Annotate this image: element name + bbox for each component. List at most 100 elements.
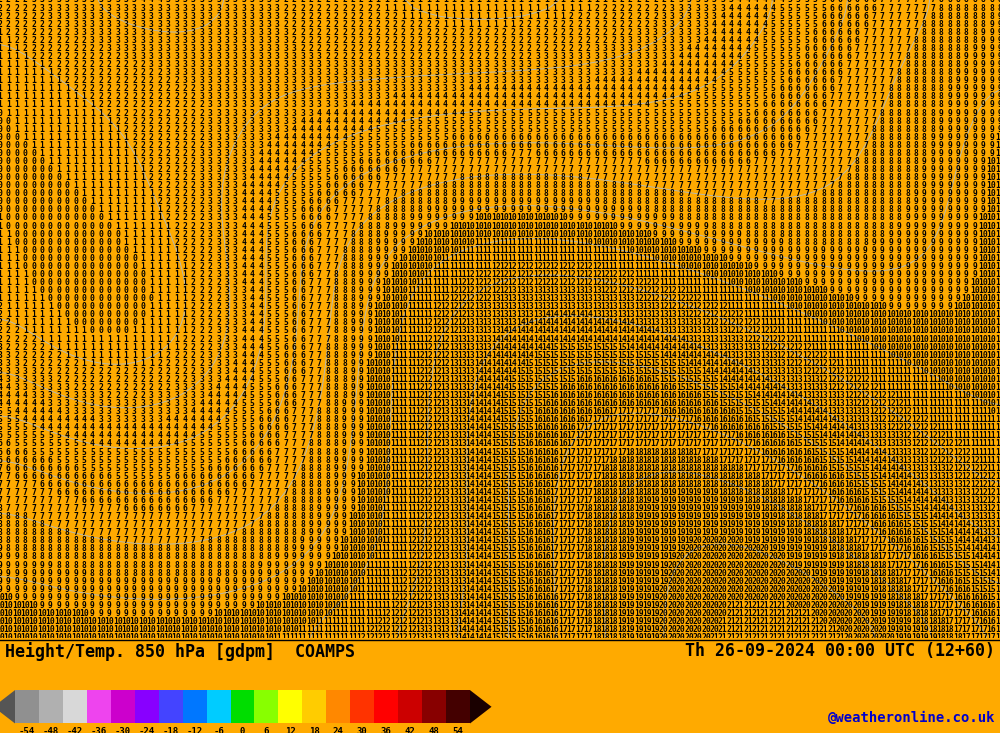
Text: 7: 7 <box>729 165 734 174</box>
Text: 10: 10 <box>382 391 391 400</box>
Text: 7: 7 <box>166 537 171 545</box>
Text: 10: 10 <box>398 286 408 295</box>
Text: 5: 5 <box>266 358 271 368</box>
Text: 18: 18 <box>600 625 610 634</box>
Text: 6: 6 <box>283 375 288 384</box>
Text: 19: 19 <box>844 585 854 594</box>
Text: 9: 9 <box>998 92 1000 101</box>
Text: 11: 11 <box>970 408 980 416</box>
Text: 5: 5 <box>82 464 86 473</box>
Text: 10: 10 <box>331 569 341 578</box>
Text: 14: 14 <box>995 577 1000 586</box>
Text: 15: 15 <box>625 358 635 368</box>
Text: 5: 5 <box>90 464 95 473</box>
Text: 15: 15 <box>508 633 517 642</box>
Text: 8: 8 <box>451 189 456 198</box>
Text: 6: 6 <box>334 189 339 198</box>
Text: 13: 13 <box>877 424 887 432</box>
Text: 8: 8 <box>0 504 2 513</box>
Text: 0: 0 <box>0 117 2 125</box>
Text: 13: 13 <box>970 520 980 529</box>
Text: 2: 2 <box>308 44 313 53</box>
Text: 10: 10 <box>0 609 5 618</box>
Text: 4: 4 <box>241 205 246 214</box>
Text: 13: 13 <box>424 625 433 634</box>
Text: 3: 3 <box>426 76 431 85</box>
Text: 3: 3 <box>157 416 162 424</box>
Text: 10: 10 <box>331 577 341 586</box>
Text: 5: 5 <box>73 448 78 457</box>
Text: 17: 17 <box>558 609 568 618</box>
Text: 3: 3 <box>258 133 263 141</box>
Text: 10: 10 <box>709 254 719 263</box>
Text: 2: 2 <box>82 36 86 45</box>
Text: 9: 9 <box>241 577 246 586</box>
Text: 11: 11 <box>407 326 417 336</box>
Text: 20: 20 <box>718 593 728 602</box>
Text: 14: 14 <box>987 569 996 578</box>
Text: 6: 6 <box>594 133 599 141</box>
Text: 9: 9 <box>342 448 347 457</box>
Text: 3: 3 <box>208 383 213 392</box>
Text: 8: 8 <box>796 205 801 214</box>
Text: 10: 10 <box>37 609 47 618</box>
Text: 16: 16 <box>793 456 803 465</box>
Text: 17: 17 <box>802 480 812 489</box>
Text: 2: 2 <box>115 383 120 392</box>
Text: 4: 4 <box>653 84 658 93</box>
Text: 9: 9 <box>325 545 330 553</box>
Text: 0: 0 <box>82 197 86 206</box>
Text: 1: 1 <box>31 92 36 101</box>
Text: 2: 2 <box>426 20 431 29</box>
Text: 6: 6 <box>40 464 44 473</box>
Text: 16: 16 <box>827 480 837 489</box>
Text: 16: 16 <box>810 472 820 481</box>
Text: 9: 9 <box>82 593 86 602</box>
Text: 6: 6 <box>813 68 818 77</box>
Text: 1: 1 <box>6 229 11 239</box>
Text: 17: 17 <box>617 432 627 441</box>
Text: 10: 10 <box>962 326 971 336</box>
Text: 7: 7 <box>737 173 742 182</box>
Text: 0: 0 <box>14 229 19 239</box>
Text: 10: 10 <box>936 366 946 376</box>
Text: 2: 2 <box>460 52 465 61</box>
Text: 0: 0 <box>14 213 19 222</box>
Text: 1: 1 <box>90 133 95 141</box>
Text: 2: 2 <box>90 52 95 61</box>
Text: 7: 7 <box>40 496 44 505</box>
Text: 12: 12 <box>978 472 988 481</box>
Text: 9: 9 <box>964 246 969 255</box>
Text: 9: 9 <box>829 246 834 255</box>
Text: 8: 8 <box>334 310 339 320</box>
Text: 9: 9 <box>956 157 960 166</box>
Text: 6: 6 <box>292 383 297 392</box>
Text: 17: 17 <box>785 472 795 481</box>
Text: 4: 4 <box>23 416 28 424</box>
Text: 6: 6 <box>283 391 288 400</box>
Text: 1: 1 <box>510 0 515 4</box>
Text: 6: 6 <box>829 60 834 69</box>
Text: 11: 11 <box>827 334 837 344</box>
Text: 2: 2 <box>115 60 120 69</box>
Text: 10: 10 <box>474 221 484 230</box>
Text: 11: 11 <box>398 464 408 473</box>
Text: 3: 3 <box>594 60 599 69</box>
Text: 3: 3 <box>687 12 692 21</box>
Text: 21: 21 <box>735 617 744 626</box>
Text: 16: 16 <box>625 391 635 400</box>
Text: 17: 17 <box>592 464 602 473</box>
Text: 12: 12 <box>432 537 442 545</box>
Text: 8: 8 <box>166 561 171 570</box>
Text: 9: 9 <box>956 92 960 101</box>
Text: 8: 8 <box>779 213 784 222</box>
Text: 3: 3 <box>140 408 145 416</box>
Text: 6: 6 <box>451 141 456 150</box>
Text: 1: 1 <box>48 76 53 85</box>
Text: 9: 9 <box>351 408 355 416</box>
Text: 18: 18 <box>634 464 644 473</box>
Text: 14: 14 <box>550 310 559 320</box>
Text: 18: 18 <box>609 617 618 626</box>
Text: 3: 3 <box>199 391 204 400</box>
Text: 4: 4 <box>56 416 61 424</box>
